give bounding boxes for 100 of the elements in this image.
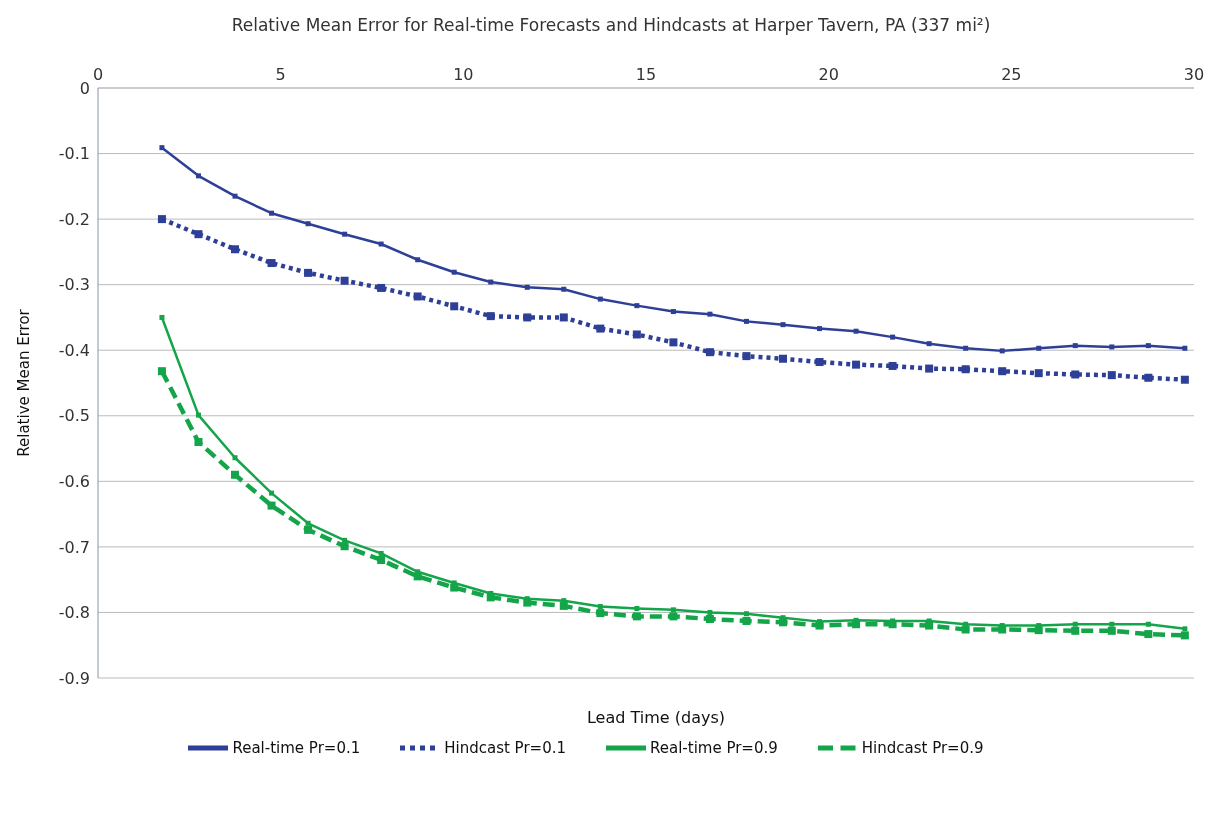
legend-label: Real-time Pr=0.9: [650, 738, 778, 757]
point: [926, 341, 932, 347]
point: [267, 259, 276, 268]
point: [1071, 370, 1080, 379]
y-tick-label: -0.1: [58, 144, 90, 164]
point: [890, 334, 896, 340]
x-tick-label: 25: [1001, 65, 1022, 84]
y-tick-label: -0.2: [58, 209, 90, 229]
point: [705, 348, 714, 357]
point: [1180, 631, 1189, 640]
point: [413, 572, 422, 581]
x-axis-title: Lead Time (days): [586, 708, 726, 727]
x-tick-label: 0: [92, 65, 104, 84]
point: [670, 607, 676, 613]
point: [232, 193, 238, 199]
point: [269, 210, 275, 216]
point: [596, 324, 605, 333]
point: [597, 296, 603, 302]
x-tick-label: 10: [453, 65, 474, 84]
y-tick-label: -0.9: [58, 668, 90, 688]
point: [779, 354, 787, 363]
point: [559, 313, 568, 322]
point: [743, 611, 749, 617]
point: [961, 365, 970, 374]
point: [1145, 343, 1151, 349]
y-tick-label: -0.4: [58, 340, 90, 360]
legend-label: Hindcast Pr=0.1: [444, 738, 566, 757]
point: [231, 245, 239, 254]
point: [561, 286, 567, 292]
chart-title: Relative Mean Error for Real-time Forecasts and Hindcasts at Harper Tavern, PA (337 mi²): [230, 14, 992, 37]
point: [853, 328, 859, 334]
point: [925, 364, 934, 373]
point: [634, 303, 640, 309]
point: [559, 601, 568, 610]
x-tick-label: 20: [818, 65, 839, 84]
point: [486, 593, 495, 602]
point: [450, 302, 459, 311]
point: [195, 412, 201, 418]
point: [961, 625, 970, 634]
point: [1145, 621, 1151, 627]
point: [1107, 626, 1116, 635]
point: [815, 358, 824, 367]
point: [415, 257, 421, 263]
point: [194, 230, 203, 239]
point: [304, 525, 313, 534]
point: [159, 145, 165, 151]
point: [779, 618, 787, 627]
point: [451, 269, 457, 275]
point: [852, 620, 861, 629]
point: [523, 313, 532, 322]
point: [634, 606, 640, 612]
y-tick-label: -0.5: [58, 406, 90, 426]
point: [670, 309, 676, 315]
legend-label: Hindcast Pr=0.9: [861, 738, 984, 757]
point: [707, 311, 713, 317]
y-axis-title: Relative Mean Error: [15, 308, 34, 457]
point: [1036, 345, 1042, 351]
y-tick-label: -0.7: [58, 537, 90, 557]
point: [742, 616, 751, 625]
point: [1071, 626, 1080, 635]
point: [231, 470, 239, 479]
x-tick-label: 30: [1183, 65, 1205, 84]
point: [1109, 621, 1115, 627]
point: [340, 542, 349, 551]
point: [742, 352, 751, 361]
x-tick-label: 15: [635, 65, 657, 84]
point: [1182, 626, 1188, 632]
point: [998, 625, 1007, 634]
point: [1144, 373, 1153, 382]
legend-label: Real-time Pr=0.1: [232, 738, 361, 757]
point: [524, 284, 530, 290]
point: [1180, 375, 1189, 384]
point: [1072, 621, 1078, 627]
point: [998, 367, 1007, 376]
point: [1144, 630, 1153, 639]
point: [413, 292, 422, 301]
point: [340, 276, 349, 285]
point: [377, 556, 386, 564]
point: [342, 231, 348, 237]
point: [378, 241, 384, 247]
point: [815, 621, 824, 630]
point: [157, 367, 166, 376]
point: [780, 322, 786, 328]
point: [195, 173, 201, 179]
y-tick-label: 0: [79, 78, 90, 98]
point: [669, 338, 678, 347]
point: [963, 345, 969, 351]
point: [632, 612, 641, 621]
point: [305, 221, 311, 227]
point: [269, 490, 275, 496]
point: [1107, 371, 1116, 380]
point: [377, 283, 386, 292]
point: [597, 604, 603, 610]
point: [488, 279, 494, 285]
point: [194, 438, 203, 446]
point: [1109, 344, 1115, 350]
point: [1182, 345, 1188, 351]
point: [305, 520, 311, 526]
point: [817, 326, 823, 332]
point: [1034, 369, 1043, 378]
